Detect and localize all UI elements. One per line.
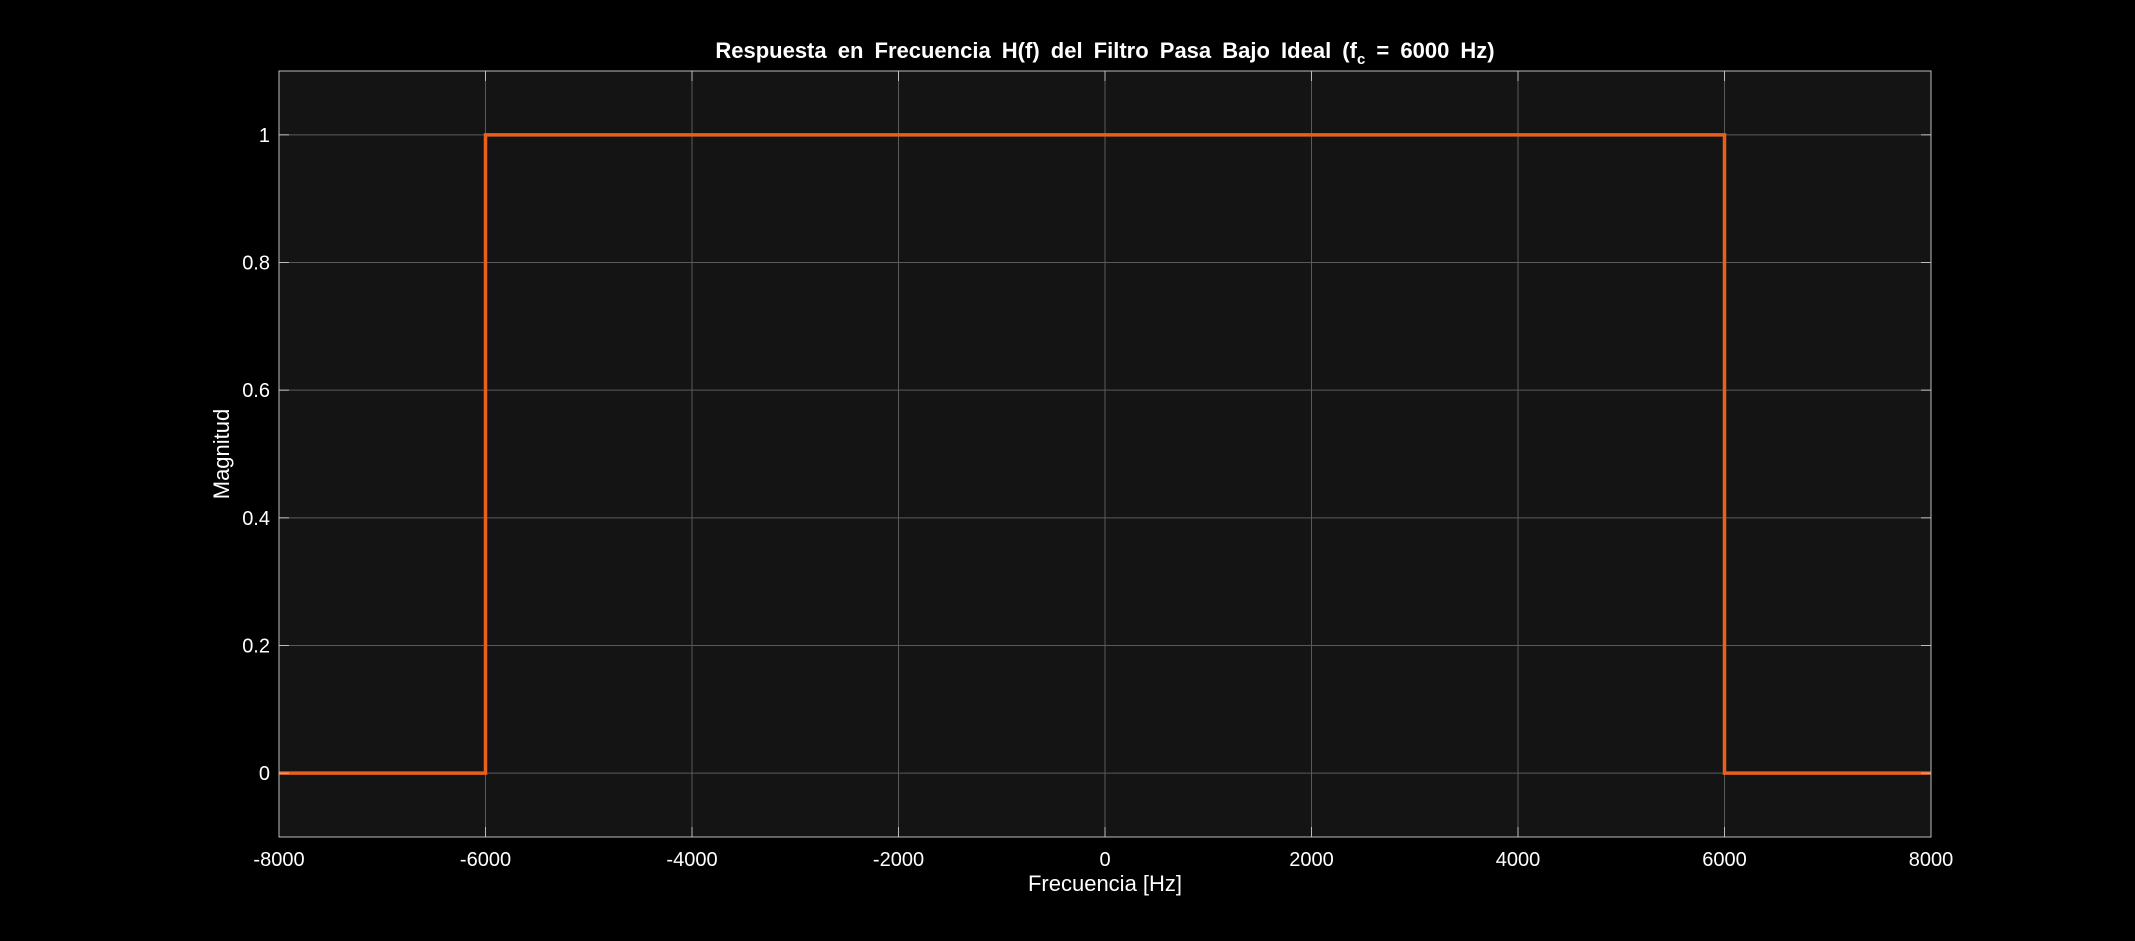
y-tick-label: 0: [259, 763, 270, 785]
x-tick-label: 8000: [1909, 849, 1954, 871]
x-tick-label: 2000: [1289, 849, 1334, 871]
x-tick-label: -6000: [460, 849, 511, 871]
y-tick-label: 0.4: [242, 508, 270, 530]
x-tick-label: -2000: [873, 849, 924, 871]
chart-title: Respuesta en Frecuencia H(f) del Filtro …: [715, 38, 1494, 68]
y-tick-label: 0.6: [242, 380, 270, 402]
x-tick-label: -8000: [253, 849, 304, 871]
y-tick-label: 1: [259, 125, 270, 147]
chart-title-main: Respuesta en Frecuencia H(f) del Filtro …: [715, 38, 1357, 63]
y-tick-label: 0.8: [242, 253, 270, 275]
x-tick-label: -4000: [666, 849, 717, 871]
chart-title-end: = 6000 Hz): [1365, 38, 1494, 63]
x-tick-label: 0: [1099, 849, 1110, 871]
y-tick-label: 0.2: [242, 636, 270, 658]
x-tick-label: 6000: [1702, 849, 1747, 871]
ticks: -8000 -6000 -4000 -2000 0 2000 4000 6000 8000 0 0.…: [242, 71, 1953, 871]
y-axis-label: Magnitud: [209, 409, 234, 500]
x-axis-label: Frecuencia [Hz]: [1028, 871, 1182, 896]
chart-title-subscript: c: [1357, 51, 1365, 68]
series-layer: [279, 133, 1931, 775]
x-tick-label: 4000: [1496, 849, 1541, 871]
series-line: [279, 133, 1931, 775]
